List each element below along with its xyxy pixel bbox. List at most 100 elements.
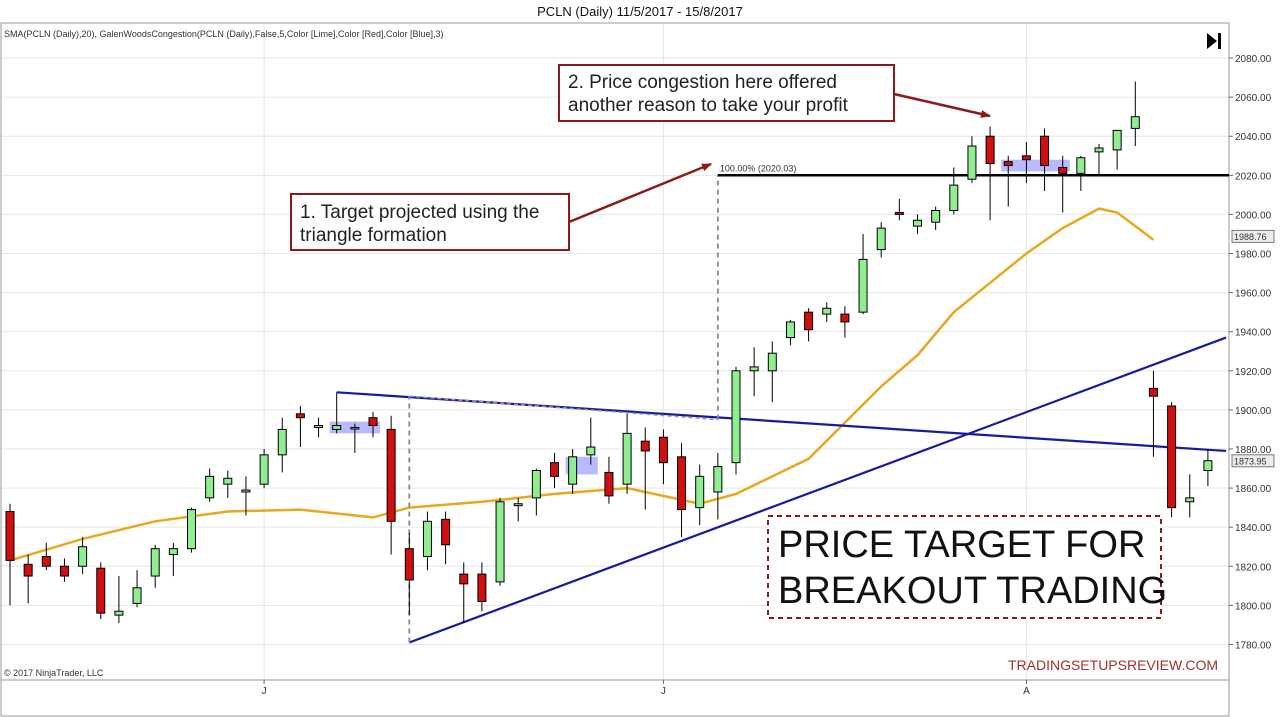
candle bbox=[949, 167, 959, 215]
candle-body bbox=[550, 462, 559, 477]
candle bbox=[41, 542, 51, 571]
candle bbox=[295, 405, 305, 448]
candle-body bbox=[59, 565, 69, 577]
candle bbox=[1076, 155, 1086, 191]
candle bbox=[749, 347, 759, 397]
candle-body bbox=[531, 469, 541, 499]
candle-body bbox=[894, 211, 904, 215]
y-tick-label: 1920.00 bbox=[1235, 367, 1272, 378]
candle bbox=[1148, 370, 1158, 457]
candle bbox=[604, 456, 614, 504]
candle bbox=[586, 417, 596, 465]
candle bbox=[1203, 448, 1213, 487]
candle bbox=[804, 308, 814, 342]
candle bbox=[876, 222, 886, 258]
candle-body bbox=[640, 440, 650, 452]
candle-body bbox=[713, 466, 723, 493]
candle-body bbox=[622, 432, 632, 485]
y-tick-label: 1860.00 bbox=[1235, 484, 1272, 495]
sma-line-group bbox=[9, 207, 1155, 562]
candle-body bbox=[658, 436, 668, 464]
candle bbox=[640, 427, 650, 510]
candle-body bbox=[785, 321, 795, 339]
brand-watermark: TRADINGSETUPSREVIEW.COM bbox=[1008, 657, 1218, 673]
candle-body bbox=[23, 563, 33, 577]
x-tick-label: A bbox=[1023, 686, 1030, 697]
candle-body bbox=[441, 518, 451, 546]
candle bbox=[1167, 402, 1177, 518]
candle-body bbox=[1058, 167, 1068, 174]
candle bbox=[332, 392, 342, 434]
candle-body bbox=[5, 511, 15, 561]
candle bbox=[531, 468, 541, 516]
candlesticks bbox=[5, 81, 1213, 623]
candle bbox=[1112, 129, 1122, 170]
candle bbox=[150, 544, 160, 588]
candle-body bbox=[350, 426, 360, 430]
candle bbox=[1021, 142, 1031, 184]
candle bbox=[1040, 128, 1050, 191]
candle bbox=[713, 452, 723, 520]
callout-2: 2. Price congestion here offered another… bbox=[558, 64, 895, 122]
y-tick-label: 1840.00 bbox=[1235, 523, 1272, 534]
headline-line-2: BREAKOUT TRADING bbox=[778, 570, 1167, 612]
callout-1-line-1: 1. Target projected using the bbox=[300, 202, 539, 223]
y-tick-label: 1820.00 bbox=[1235, 562, 1272, 573]
y-tick-label: 1780.00 bbox=[1235, 640, 1272, 651]
y-tick-label: 1880.00 bbox=[1235, 445, 1272, 456]
y-tick-label: 2000.00 bbox=[1235, 210, 1272, 221]
candle bbox=[731, 366, 741, 475]
candle bbox=[477, 562, 487, 612]
candle-body bbox=[459, 573, 469, 585]
candle-body bbox=[586, 446, 596, 456]
y-tick-label: 1800.00 bbox=[1235, 601, 1272, 612]
candle bbox=[241, 476, 251, 516]
candle-body bbox=[677, 456, 687, 511]
candle bbox=[513, 497, 523, 522]
candle bbox=[550, 452, 559, 489]
candle bbox=[495, 497, 505, 586]
candle-body bbox=[114, 610, 124, 616]
y-tick-label: 1940.00 bbox=[1235, 328, 1272, 339]
candle bbox=[459, 562, 469, 623]
candle-body bbox=[187, 509, 196, 550]
y-tick-label: 2060.00 bbox=[1235, 93, 1272, 104]
candle-body bbox=[1040, 135, 1050, 167]
candle-body bbox=[1094, 147, 1104, 153]
candle bbox=[314, 417, 324, 438]
candle bbox=[1058, 155, 1068, 213]
candle-body bbox=[1130, 116, 1140, 129]
candle-body bbox=[967, 145, 977, 180]
candle bbox=[622, 413, 632, 494]
candle bbox=[5, 503, 15, 606]
scroll-to-end-icon[interactable] bbox=[1207, 33, 1221, 49]
fib-label: 100.00% (2020.03) bbox=[720, 163, 797, 173]
candle-body bbox=[386, 428, 396, 522]
candle-body bbox=[332, 425, 342, 430]
candle-body bbox=[368, 417, 378, 427]
axes: 1780.00 1800.00 1820.00 1840.00 1860.00 1880.… bbox=[0, 22, 1272, 717]
candle-body bbox=[168, 548, 178, 556]
candle-body bbox=[1076, 157, 1086, 174]
callout-2-arrow bbox=[893, 92, 991, 118]
x-tick-label: J bbox=[661, 686, 666, 697]
candle-body bbox=[568, 456, 578, 485]
callout-2-box bbox=[558, 64, 895, 122]
y-tick-label: 2080.00 bbox=[1235, 54, 1272, 65]
candle bbox=[114, 576, 124, 623]
candle-body bbox=[858, 258, 868, 313]
y-tick-label: 1980.00 bbox=[1235, 250, 1272, 261]
candle-body bbox=[767, 352, 777, 372]
candle bbox=[350, 423, 360, 453]
candle bbox=[858, 233, 868, 315]
candle-body bbox=[295, 413, 305, 419]
y-tick-label: 2040.00 bbox=[1235, 132, 1272, 143]
candle-body bbox=[1112, 129, 1122, 151]
candle bbox=[967, 136, 977, 184]
candle bbox=[1185, 474, 1195, 518]
indicator-label: SMA(PCLN (Daily),20), GalenWoodsCongesti… bbox=[4, 29, 444, 39]
candle-body bbox=[604, 471, 614, 497]
candle bbox=[422, 511, 432, 571]
candle-body bbox=[241, 489, 251, 493]
